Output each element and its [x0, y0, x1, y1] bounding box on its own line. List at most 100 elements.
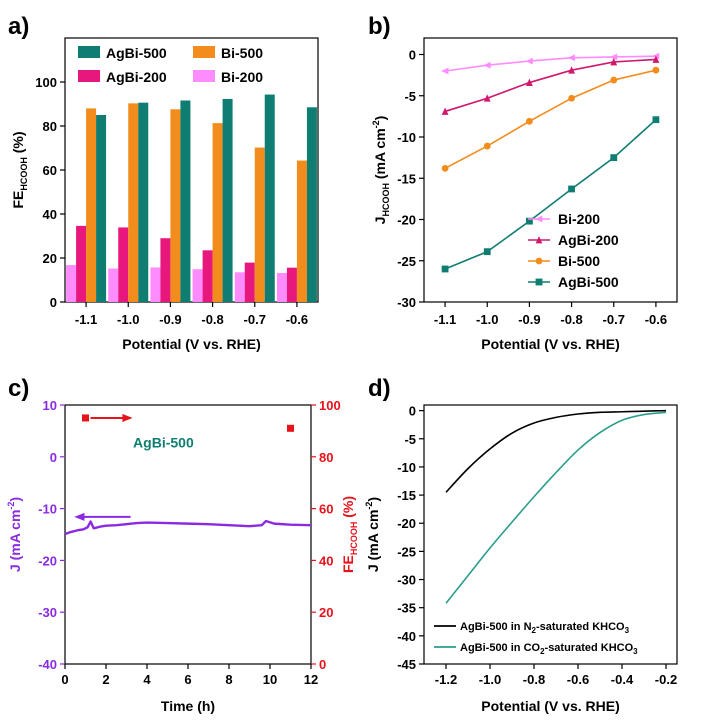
x-axis-label: Potential (V vs. RHE): [481, 336, 619, 352]
data-point-bi-500: [526, 117, 533, 125]
x-tick-label: 0: [61, 672, 68, 687]
bar-bi-500: [128, 103, 139, 302]
data-point-agbi-200: [568, 66, 575, 74]
bar-agbi-500: [138, 102, 149, 303]
y2-tick-label: 80: [319, 450, 333, 465]
data-point-agbi-500: [652, 116, 660, 124]
legend-marker: [535, 257, 543, 265]
series-line-bi-200: [444, 55, 656, 72]
y-axis-label-sup: -2: [6, 502, 16, 510]
x-tick-label: -0.8: [523, 672, 545, 687]
y-tick-label: -10: [397, 460, 416, 475]
y-tick-label: -30: [397, 573, 416, 588]
bar-bi-200: [234, 272, 245, 302]
series-line-agbi-500: [444, 119, 657, 270]
y-tick-label: 40: [43, 207, 57, 222]
panel-a-bar-chart: 0 20 40 60 80 100 -1.1 -1.0 -0.9 -0.8 -0.7 -0.6 Pote…: [10, 37, 319, 352]
legend-entry: Bi-200: [221, 69, 263, 85]
y-axis-label: JHCOOH (mA cm-2): [371, 116, 391, 225]
y-tick-label: -10: [38, 502, 57, 517]
legend-entry: Bi-500: [558, 253, 600, 269]
y2-axis-label-main: FE: [340, 555, 356, 573]
panel-b-label: b): [368, 13, 391, 40]
data-point-bi-500: [610, 76, 618, 84]
data-point-bi-500: [652, 66, 660, 74]
data-point-agbi-200: [441, 107, 449, 115]
y-tick-label: 60: [43, 163, 57, 178]
legend-marker: [535, 215, 543, 223]
legend-entry: AgBi-500: [106, 45, 167, 61]
data-point-agbi-200: [483, 94, 491, 102]
legend-text: AgBi-500 in CO: [460, 642, 541, 654]
y-axis-label-sub: HCOOH: [19, 157, 29, 191]
bar-agbi-200: [286, 267, 297, 302]
bar-bi-200: [192, 269, 203, 302]
x-tick-label: -1.0: [479, 672, 501, 687]
data-point-bi-200: [483, 61, 491, 69]
y2-tick-label: 0: [319, 657, 326, 672]
y2-tick-label: 20: [319, 605, 333, 620]
data-point-bi-500: [441, 164, 449, 172]
x-tick-label: -1.1: [75, 312, 97, 327]
legend-text: -saturated KHCO: [536, 621, 625, 633]
bar-bi-200: [108, 268, 119, 302]
panel-d-lsv-chart: 0 -5 -10 -15 -20 -25 -30 -35 -40 -45 -1.2 -1.0 -0.8 -…: [364, 404, 678, 714]
bar-bi-200: [150, 267, 161, 302]
bar-agbi-500: [306, 107, 317, 302]
y-tick-label: -45: [397, 657, 416, 672]
y-tick-label: 0: [50, 295, 57, 310]
y-axis-label-sup: -2: [364, 502, 374, 510]
x-tick-label: -0.6: [645, 312, 667, 327]
data-point-bi-200: [567, 54, 575, 62]
x-axis-label: Potential (V vs. RHE): [481, 698, 619, 714]
data-point-bi-500: [483, 142, 491, 150]
x-tick-label: 6: [184, 672, 191, 687]
bar-bi-500: [254, 147, 265, 302]
y-tick-label: -5: [404, 432, 416, 447]
x-tick-label: -0.6: [286, 312, 308, 327]
y-axis-label-end: ): [7, 497, 23, 502]
x-tick-label: -0.8: [560, 312, 582, 327]
legend-swatch: [193, 46, 215, 58]
right-axis-arrowhead: [122, 413, 133, 422]
n2-curve: [445, 409, 667, 493]
y-axis-label-main: J: [7, 564, 23, 572]
bar-agbi-200: [76, 225, 87, 302]
series-line-agbi-200: [444, 58, 656, 113]
y-axis-label-unit: (%): [10, 131, 26, 157]
data-point-agbi-500: [441, 265, 449, 273]
legend-entry: AgBi-500 in CO2-saturated KHCO3: [460, 642, 638, 656]
bar-bi-200: [66, 265, 77, 302]
legend-subscript: 2: [532, 626, 537, 635]
data-point-agbi-500: [610, 154, 618, 162]
x-axis-label: Potential (V vs. RHE): [122, 336, 260, 352]
data-point-agbi-500: [483, 248, 491, 256]
y-axis-label: J (mA cm-2): [364, 497, 381, 572]
data-point-bi-500: [568, 94, 575, 102]
data-point-agbi-500: [568, 185, 575, 193]
panel-d-label: d): [368, 375, 391, 402]
y-tick-label: 20: [43, 251, 57, 266]
y-tick-label: -25: [397, 544, 416, 559]
y-axis-label-unit: (mA cm: [7, 510, 23, 565]
y2-axis-label-sub: HCOOH: [349, 522, 359, 556]
y-tick-label: 0: [409, 48, 416, 63]
plot-frame: [423, 404, 678, 665]
y-axis-label: J (mA cm-2): [6, 497, 23, 572]
data-point-bi-200: [525, 57, 533, 65]
x-tick-label: -0.4: [611, 672, 634, 687]
legend-subscript: 2: [540, 647, 545, 656]
y-axis-label-main: J: [365, 564, 381, 572]
bar-agbi-500: [96, 115, 107, 302]
y-tick-label: 0: [409, 404, 416, 419]
bar-agbi-500: [222, 98, 233, 302]
y2-tick-label: 60: [319, 502, 333, 517]
y-tick-label: -25: [397, 254, 416, 269]
y-tick-label: -5: [404, 89, 416, 104]
faradaic-efficiency-point: [82, 414, 89, 422]
y2-tick-label: 100: [319, 398, 341, 413]
y-tick-label: -15: [397, 488, 416, 503]
bar-agbi-200: [244, 262, 255, 302]
